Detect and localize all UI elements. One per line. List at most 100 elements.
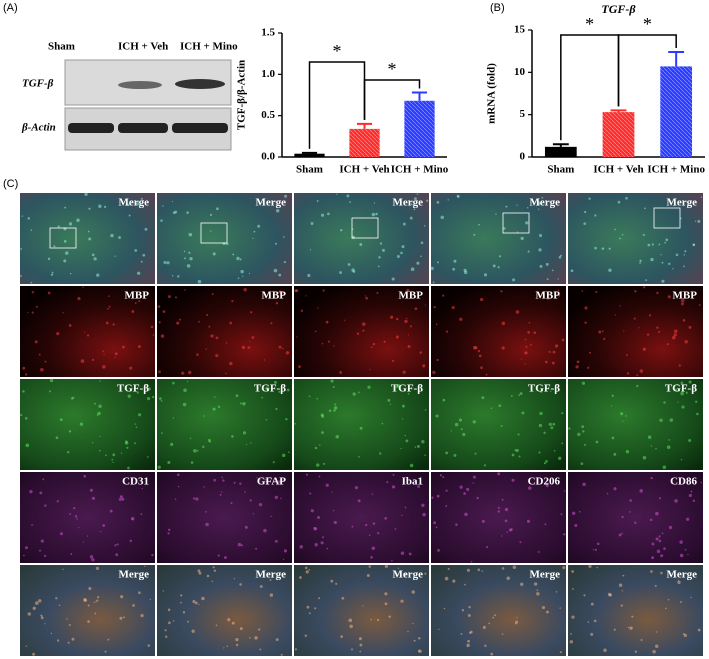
speckle bbox=[40, 614, 43, 617]
speckle bbox=[433, 521, 437, 525]
speckle bbox=[24, 417, 28, 420]
speckle bbox=[569, 640, 574, 644]
speckle bbox=[638, 327, 640, 329]
speckle bbox=[520, 358, 522, 360]
speckle bbox=[680, 601, 682, 603]
micrograph-label: TGF-β bbox=[254, 383, 286, 395]
speckle bbox=[237, 277, 240, 280]
speckle bbox=[665, 238, 669, 242]
error-bar bbox=[668, 51, 685, 67]
speckle bbox=[504, 519, 508, 523]
speckle bbox=[438, 628, 440, 630]
micrograph bbox=[157, 286, 292, 377]
speckle bbox=[648, 314, 652, 317]
speckle bbox=[305, 473, 309, 476]
speckle bbox=[275, 208, 280, 213]
speckle bbox=[601, 330, 604, 333]
speckle bbox=[127, 203, 130, 207]
speckle bbox=[160, 399, 163, 402]
speckle bbox=[95, 600, 97, 603]
speckle bbox=[304, 566, 308, 570]
speckle bbox=[647, 243, 651, 247]
significance-star: * bbox=[585, 14, 594, 34]
speckle bbox=[620, 412, 624, 416]
speckle bbox=[249, 340, 251, 343]
bar-hatch bbox=[602, 112, 635, 157]
speckle bbox=[24, 546, 28, 550]
speckle bbox=[294, 648, 297, 651]
speckle bbox=[424, 454, 426, 456]
speckle bbox=[215, 354, 219, 358]
speckle bbox=[265, 480, 268, 483]
speckle bbox=[410, 203, 413, 206]
speckle bbox=[544, 360, 548, 364]
speckle bbox=[320, 213, 325, 217]
speckle bbox=[273, 268, 278, 273]
speckle bbox=[381, 422, 384, 425]
speckle bbox=[460, 428, 463, 431]
speckle bbox=[453, 259, 457, 263]
speckle bbox=[372, 522, 376, 525]
speckle bbox=[152, 334, 155, 336]
speckle bbox=[649, 518, 653, 522]
speckle bbox=[538, 423, 543, 428]
speckle bbox=[538, 208, 540, 210]
speckle bbox=[123, 616, 126, 619]
speckle bbox=[608, 268, 612, 272]
speckle bbox=[192, 497, 196, 500]
speckle bbox=[442, 398, 446, 402]
speckle bbox=[235, 643, 239, 647]
speckle bbox=[167, 460, 171, 465]
speckle bbox=[127, 466, 130, 470]
speckle bbox=[240, 269, 244, 274]
speckle bbox=[219, 493, 222, 496]
speckle bbox=[400, 251, 403, 255]
speckle bbox=[35, 601, 39, 605]
speckle bbox=[464, 583, 466, 586]
speckle bbox=[625, 449, 630, 454]
speckle bbox=[108, 305, 111, 308]
speckle bbox=[642, 347, 646, 351]
speckle bbox=[231, 299, 234, 303]
speckle bbox=[42, 478, 45, 481]
speckle bbox=[321, 414, 325, 418]
speckle bbox=[554, 344, 559, 348]
speckle bbox=[500, 425, 503, 427]
speckle bbox=[539, 411, 543, 416]
speckle bbox=[424, 572, 427, 575]
speckle bbox=[280, 497, 282, 500]
speckle bbox=[131, 296, 134, 298]
micrograph bbox=[294, 193, 429, 284]
speckle bbox=[340, 229, 343, 232]
speckle bbox=[622, 420, 624, 422]
speckle bbox=[525, 345, 528, 348]
inset-box bbox=[502, 212, 530, 234]
speckle bbox=[665, 607, 667, 610]
speckle bbox=[280, 653, 283, 656]
micrograph-label: MBP bbox=[399, 290, 424, 302]
speckle bbox=[404, 319, 408, 324]
speckle bbox=[273, 380, 277, 384]
speckle bbox=[250, 442, 252, 444]
speckle bbox=[64, 206, 67, 209]
speckle bbox=[57, 639, 60, 642]
speckle bbox=[98, 404, 102, 408]
speckle bbox=[283, 549, 288, 553]
speckle bbox=[516, 231, 519, 233]
speckle bbox=[111, 458, 114, 461]
speckle bbox=[371, 493, 374, 495]
speckle bbox=[408, 552, 412, 556]
speckle bbox=[580, 462, 584, 466]
speckle bbox=[413, 208, 416, 211]
speckle bbox=[188, 251, 191, 254]
speckle bbox=[180, 601, 182, 604]
speckle bbox=[335, 434, 340, 439]
micrograph bbox=[431, 286, 566, 377]
speckle bbox=[432, 370, 436, 375]
speckle bbox=[259, 479, 261, 481]
speckle bbox=[603, 337, 606, 340]
speckle bbox=[510, 394, 513, 397]
speckle bbox=[503, 227, 506, 230]
micrograph-label: CD86 bbox=[670, 476, 697, 488]
speckle bbox=[57, 225, 60, 228]
